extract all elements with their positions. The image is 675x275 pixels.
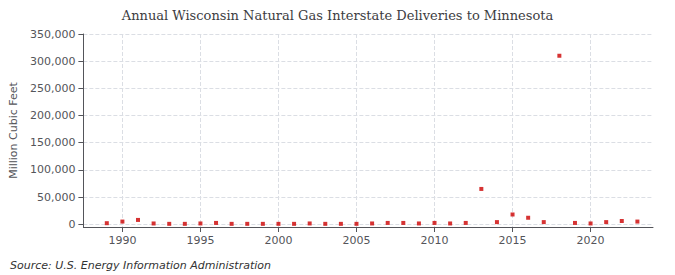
svg-text:200,000: 200,000	[30, 109, 76, 122]
svg-text:Annual Wisconsin Natural Gas I: Annual Wisconsin Natural Gas Interstate …	[121, 8, 554, 23]
svg-text:2000: 2000	[264, 234, 292, 247]
svg-text:2010: 2010	[421, 234, 449, 247]
svg-text:350,000: 350,000	[30, 28, 76, 41]
svg-text:150,000: 150,000	[30, 136, 76, 149]
svg-text:300,000: 300,000	[30, 55, 76, 68]
svg-text:1990: 1990	[108, 234, 136, 247]
svg-text:Source: U.S. Energy Informatio: Source: U.S. Energy Information Administ…	[10, 259, 271, 272]
svg-text:1995: 1995	[186, 234, 214, 247]
svg-text:2020: 2020	[577, 234, 605, 247]
svg-text:2015: 2015	[499, 234, 527, 247]
svg-text:2005: 2005	[342, 234, 370, 247]
svg-text:100,000: 100,000	[30, 163, 76, 176]
svg-text:50,000: 50,000	[37, 191, 76, 204]
svg-text:0: 0	[68, 218, 75, 231]
svg-text:250,000: 250,000	[30, 82, 76, 95]
svg-text:Million Cubic Feet: Million Cubic Feet	[7, 81, 20, 178]
